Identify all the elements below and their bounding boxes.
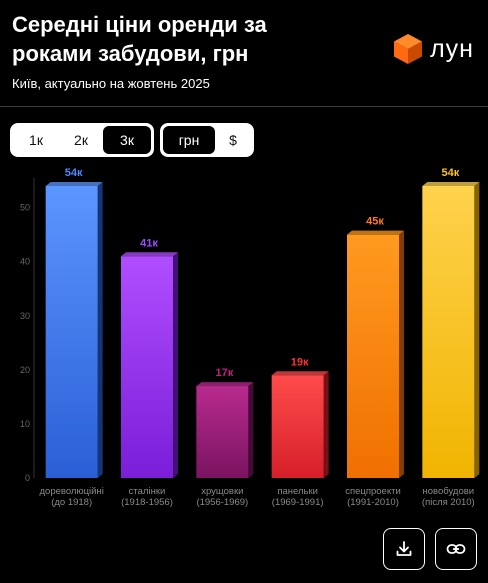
bar-top xyxy=(271,371,329,376)
y-tick-label: 40 xyxy=(20,257,30,267)
bar-side xyxy=(323,371,329,478)
y-tick-label: 20 xyxy=(20,365,30,375)
chart-title: Середні ціни оренди за роками забудови, … xyxy=(12,12,267,66)
bar-side xyxy=(399,230,404,478)
download-button[interactable] xyxy=(383,528,425,570)
bar-chart: 0 10 20 30 40 50 54к дореволюційні (до 1918) 41к с… xyxy=(0,160,488,520)
bar-side xyxy=(173,252,178,478)
download-icon xyxy=(396,541,412,556)
x-category-label: сталінки xyxy=(129,486,166,497)
rooms-2k-button[interactable]: 2к xyxy=(74,132,88,148)
bar-side xyxy=(474,182,480,478)
currency-usd-button[interactable]: $ xyxy=(229,132,237,148)
bar-top xyxy=(422,182,480,186)
bar xyxy=(45,186,98,478)
bar-value-label: 41к xyxy=(140,237,158,249)
header-divider xyxy=(0,106,488,107)
x-category-label: дореволюційні xyxy=(40,486,104,497)
x-category-label: панельки xyxy=(277,486,318,497)
bar-value-label: 45к xyxy=(366,216,384,228)
link-icon xyxy=(446,544,466,554)
rooms-3k-button[interactable]: 3к xyxy=(103,126,151,154)
bar-value-label: 54к xyxy=(441,167,459,179)
cube-logo-icon xyxy=(394,34,423,64)
x-category-sublabel: (після 2010) xyxy=(422,497,475,508)
bar xyxy=(196,386,249,478)
bar-side xyxy=(97,182,103,478)
x-category-sublabel: (1969-1991) xyxy=(272,497,324,508)
y-tick-label: 0 xyxy=(25,473,30,483)
y-tick-label: 50 xyxy=(20,203,30,213)
x-category-label: спецпроекти xyxy=(345,486,401,497)
rooms-1k-button[interactable]: 1к xyxy=(29,132,43,148)
bar xyxy=(422,186,475,478)
bar-chart-svg: 0 10 20 30 40 50 54к дореволюційні(до 1918) 41к с… xyxy=(20,167,480,508)
x-category-sublabel: (1991-2010) xyxy=(347,497,399,508)
x-category-label: хрущовки xyxy=(201,486,243,497)
brand-logo-text: лун xyxy=(430,34,474,63)
bar-top xyxy=(121,252,178,257)
bar-value-label: 17к xyxy=(215,367,233,379)
bar-top xyxy=(196,382,254,387)
currency-uah-button[interactable]: грн xyxy=(163,126,215,154)
rooms-toggle-group: 1к 2к 3к xyxy=(10,123,154,157)
x-category-label: новобудови xyxy=(423,486,475,497)
currency-toggle-group: грн $ xyxy=(160,123,254,157)
x-category-sublabel: (1918-1956) xyxy=(121,497,173,508)
x-category-sublabel: (до 1918) xyxy=(51,497,92,508)
y-tick-label: 10 xyxy=(20,419,30,429)
bar xyxy=(347,234,399,478)
bar-value-label: 19к xyxy=(291,356,309,368)
y-tick-label: 30 xyxy=(20,311,30,321)
bar-value-label: 54к xyxy=(65,167,83,179)
bar-top xyxy=(45,182,103,186)
bar xyxy=(121,256,173,478)
copy-link-button[interactable] xyxy=(435,528,477,570)
bar xyxy=(271,375,324,478)
chart-subtitle: Київ, актуально на жовтень 2025 xyxy=(12,76,210,91)
x-category-sublabel: (1956-1969) xyxy=(196,497,248,508)
brand-logo: лун xyxy=(393,32,474,66)
bar-side xyxy=(248,382,254,478)
bar-top xyxy=(347,230,404,235)
